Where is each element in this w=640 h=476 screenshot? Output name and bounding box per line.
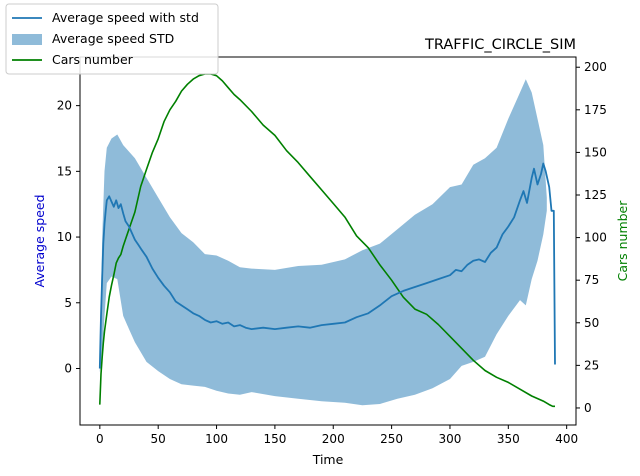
plot-frame [79,56,577,426]
y2-tick-label: 0 [584,401,592,415]
series-line-layer [98,73,556,408]
x-tick-label: 350 [497,432,520,446]
std-band-layer [99,79,547,406]
y2-tick-label: 175 [584,103,607,117]
y2-tick-label: 50 [584,316,599,330]
y-tick-label: 0 [64,361,72,375]
legend-box [5,3,219,75]
y2-tick-label: 75 [584,273,599,287]
y2-tick-label: 125 [584,188,607,202]
y-tick-label: 20 [57,99,72,113]
chart-title: TRAFFIC_CIRCLE_SIM [424,37,576,53]
x-tick-label: 200 [322,432,345,446]
legend-label-std: Average speed STD [52,31,174,46]
y2-tick-label: 200 [584,60,607,74]
x-tick-label: 300 [439,432,462,446]
legend-label-speed: Average speed with std [52,10,199,25]
legend-label-cars: Cars number [52,52,134,67]
x-tick-label: 150 [263,432,286,446]
y-tick-label: 15 [57,164,72,178]
x-tick-label: 100 [205,432,228,446]
y-tick-label: 10 [57,230,72,244]
series-average-speed-line [98,162,556,369]
x-tick-label: 400 [555,432,578,446]
x-tick-label: 0 [96,432,104,446]
x-tick-label: 250 [380,432,403,446]
legend-swatch-std [12,34,42,45]
y2-tick-label: 100 [584,231,607,245]
legend: Average speed with std Average speed STD… [5,3,219,75]
y2-tick-label: 25 [584,358,599,372]
y2-axis-ticks: 0 25 50 75 100 125 150 175 200 [576,60,607,415]
y-tick-label: 5 [64,296,72,310]
series-std-band [99,79,547,406]
y2-axis-label: Cars number [615,200,630,282]
y-axis-ticks: 0 5 10 15 20 [57,99,80,375]
series-cars-number-line [99,73,555,408]
x-axis-label: Time [312,452,344,467]
x-axis-ticks: 0 50 100 150 200 250 300 350 400 [96,425,578,446]
y2-tick-label: 150 [584,145,607,159]
y-axis-label: Average speed [32,194,47,287]
x-tick-label: 50 [151,432,166,446]
